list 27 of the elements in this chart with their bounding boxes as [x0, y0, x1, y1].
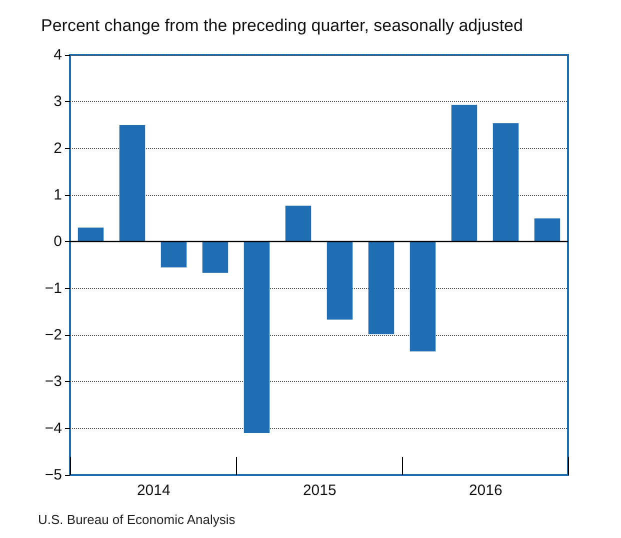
bar	[244, 242, 270, 433]
bar	[492, 123, 519, 242]
y-tick-label: 4	[54, 46, 62, 64]
y-tick-label: 3	[54, 93, 62, 110]
bar	[78, 228, 104, 242]
y-tick-label: −1	[44, 280, 62, 297]
y-tick-label: −3	[44, 373, 62, 390]
y-tick-label: −5	[44, 466, 62, 484]
bar	[410, 242, 436, 352]
bar	[368, 242, 394, 334]
bar	[451, 104, 478, 242]
chart-title: Percent change from the preceding quarter, seasonally adjusted	[41, 16, 523, 35]
x-tick-label: 2016	[468, 482, 502, 499]
x-tick-label: 2014	[136, 482, 170, 499]
text: U.S. Bureau of Economic Analysis	[38, 512, 236, 527]
y-tick-label: 2	[54, 140, 62, 157]
y-tick-label: 0	[54, 233, 62, 250]
bar	[160, 242, 187, 268]
y-tick-label: −4	[44, 420, 62, 437]
bar	[326, 242, 353, 320]
bar	[119, 125, 146, 242]
bar	[534, 218, 560, 242]
y-tick-label: 1	[54, 186, 62, 204]
x-tick-label: 2015	[302, 482, 336, 499]
bar	[285, 206, 312, 242]
bar	[202, 242, 228, 273]
y-tick-label: −2	[44, 326, 62, 344]
